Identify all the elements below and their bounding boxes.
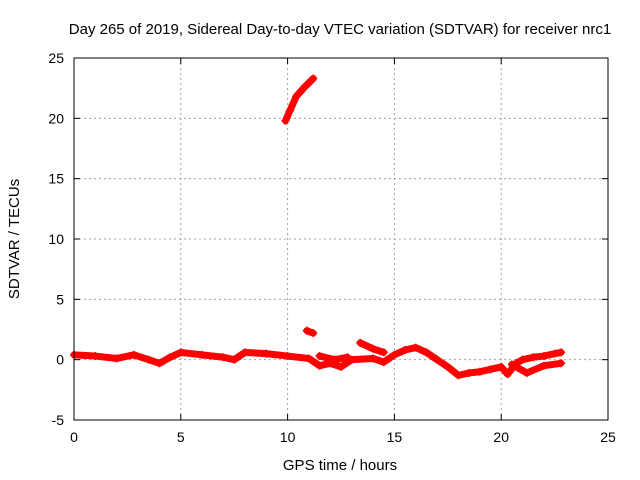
data-point <box>337 362 345 371</box>
data-point <box>507 360 516 369</box>
series-line <box>356 339 388 356</box>
data-point <box>292 92 301 101</box>
series-lower-arc-a <box>356 338 388 357</box>
data-point <box>330 355 339 364</box>
data-point <box>356 338 365 347</box>
data-point <box>219 353 228 362</box>
data-point <box>315 352 324 361</box>
data-point <box>379 358 388 367</box>
data-point <box>401 346 410 355</box>
data-point <box>475 367 484 376</box>
data-point <box>379 348 388 357</box>
y-tick-label: 15 <box>48 171 64 187</box>
x-tick-label: 25 <box>600 429 616 445</box>
data-point <box>369 354 378 363</box>
x-tick-label: 10 <box>280 429 296 445</box>
data-point <box>390 350 399 359</box>
data-point <box>281 116 290 125</box>
data-point <box>522 368 531 377</box>
data-series <box>70 74 566 380</box>
series-lower-arc-b <box>315 352 352 364</box>
data-point <box>166 353 175 362</box>
data-point <box>315 361 324 370</box>
data-point <box>433 355 442 364</box>
data-point <box>443 362 452 371</box>
y-tick-label: 0 <box>56 352 64 368</box>
series-line <box>70 344 565 379</box>
data-point <box>465 368 474 377</box>
data-point <box>198 350 207 359</box>
series-short-segment <box>302 326 318 338</box>
series-high-arc <box>281 74 318 125</box>
y-tick-label: 20 <box>48 110 64 126</box>
y-tick-label: 10 <box>48 231 64 247</box>
series-line <box>508 359 565 377</box>
x-tick-label: 0 <box>70 429 78 445</box>
data-point <box>262 349 271 358</box>
data-point <box>539 352 548 361</box>
data-point <box>309 329 318 338</box>
data-point <box>240 348 249 357</box>
x-tick-label: 5 <box>177 429 185 445</box>
data-point <box>557 359 566 368</box>
data-point <box>155 359 164 368</box>
data-point <box>454 371 463 380</box>
y-tick-label: 5 <box>56 291 64 307</box>
data-point <box>343 353 352 362</box>
data-point <box>550 349 559 358</box>
data-point <box>112 354 121 363</box>
data-point <box>144 355 153 364</box>
x-axis-label: GPS time / hours <box>283 457 397 474</box>
data-point <box>497 362 506 371</box>
data-point <box>176 348 185 357</box>
data-point <box>300 82 309 91</box>
data-point <box>411 343 420 352</box>
axis-ticks: 0 5 10 15 20 25 -5 0 5 10 15 20 25 <box>48 50 616 445</box>
series-main-band <box>70 343 566 380</box>
x-tick-label: 15 <box>387 429 403 445</box>
data-point <box>230 355 239 364</box>
data-point <box>302 326 311 335</box>
chart-title: Day 265 of 2019, Sidereal Day-to-day VTE… <box>69 21 611 38</box>
data-point <box>518 355 527 364</box>
y-tick-label: 25 <box>48 50 64 66</box>
data-point <box>539 361 548 370</box>
series-lower-arc-c <box>507 359 566 377</box>
data-point <box>304 354 313 363</box>
x-tick-label: 20 <box>493 429 509 445</box>
y-axis-label: SDTVAR / TECUs <box>6 179 23 299</box>
data-point <box>91 352 100 361</box>
data-point <box>486 365 495 374</box>
data-point <box>285 107 294 116</box>
data-point <box>503 370 512 379</box>
y-tick-label: -5 <box>52 412 65 428</box>
data-point <box>557 348 566 357</box>
data-point <box>529 353 538 362</box>
data-point <box>283 352 292 361</box>
data-point <box>129 350 138 359</box>
data-point <box>369 344 378 353</box>
data-point <box>309 74 318 83</box>
data-point <box>422 348 431 357</box>
